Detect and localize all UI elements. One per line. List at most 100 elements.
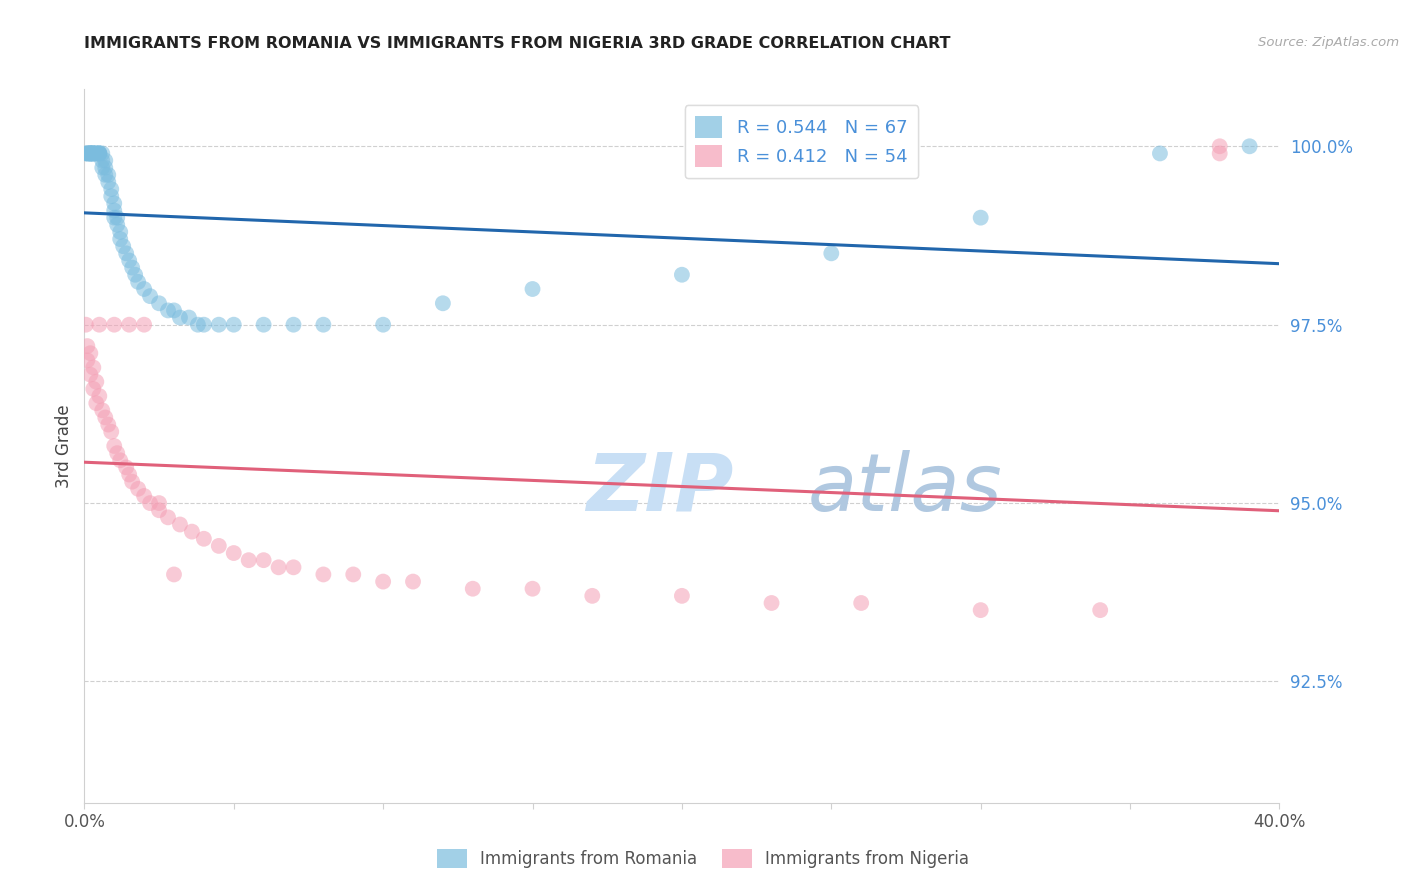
Point	[312, 318, 335, 332]
Point	[851, 596, 873, 610]
Point	[105, 446, 128, 460]
Point	[112, 239, 135, 253]
Point	[79, 368, 101, 382]
Point	[91, 161, 114, 175]
Point	[283, 318, 305, 332]
Point	[283, 560, 305, 574]
Point	[118, 318, 141, 332]
Point	[91, 153, 114, 168]
Point	[105, 211, 128, 225]
Point	[82, 146, 104, 161]
Point	[86, 146, 108, 161]
Point	[91, 403, 114, 417]
Point	[148, 296, 170, 310]
Text: IMMIGRANTS FROM ROMANIA VS IMMIGRANTS FROM NIGERIA 3RD GRADE CORRELATION CHART: IMMIGRANTS FROM ROMANIA VS IMMIGRANTS FR…	[84, 36, 950, 51]
Point	[373, 574, 395, 589]
Point	[76, 146, 98, 161]
Text: Source: ZipAtlas.com: Source: ZipAtlas.com	[1258, 36, 1399, 49]
Point	[1149, 146, 1171, 161]
Point	[139, 496, 162, 510]
Point	[121, 475, 143, 489]
Point	[193, 318, 215, 332]
Point	[79, 346, 101, 360]
Point	[222, 318, 245, 332]
Point	[82, 146, 104, 161]
Point	[110, 232, 132, 246]
Text: ZIP: ZIP	[586, 450, 734, 528]
Point	[89, 146, 111, 161]
Point	[522, 282, 544, 296]
Point	[222, 546, 245, 560]
Point	[86, 396, 108, 410]
Point	[79, 146, 101, 161]
Point	[187, 318, 209, 332]
Point	[127, 482, 149, 496]
Point	[100, 189, 122, 203]
Point	[238, 553, 260, 567]
Point	[121, 260, 143, 275]
Point	[79, 146, 101, 161]
Point	[76, 339, 98, 353]
Point	[148, 496, 170, 510]
Point	[82, 146, 104, 161]
Point	[89, 146, 111, 161]
Point	[91, 146, 114, 161]
Point	[267, 560, 290, 574]
Point	[79, 146, 101, 161]
Point	[132, 489, 156, 503]
Point	[100, 182, 122, 196]
Point	[94, 410, 117, 425]
Point	[79, 146, 101, 161]
Point	[157, 303, 180, 318]
Legend: Immigrants from Romania, Immigrants from Nigeria: Immigrants from Romania, Immigrants from…	[430, 842, 976, 875]
Point	[253, 318, 276, 332]
Point	[103, 318, 125, 332]
Point	[76, 353, 98, 368]
Point	[522, 582, 544, 596]
Point	[97, 168, 120, 182]
Point	[94, 168, 117, 182]
Point	[373, 318, 395, 332]
Point	[118, 253, 141, 268]
Point	[103, 196, 125, 211]
Point	[139, 289, 162, 303]
Point	[671, 268, 693, 282]
Point	[76, 146, 98, 161]
Point	[82, 146, 104, 161]
Point	[75, 146, 97, 161]
Point	[1209, 146, 1232, 161]
Point	[75, 318, 97, 332]
Point	[342, 567, 364, 582]
Point	[79, 146, 101, 161]
Point	[193, 532, 215, 546]
Point	[432, 296, 454, 310]
Point	[402, 574, 425, 589]
Point	[110, 225, 132, 239]
Point	[97, 417, 120, 432]
Point	[157, 510, 180, 524]
Point	[671, 589, 693, 603]
Point	[127, 275, 149, 289]
Point	[312, 567, 335, 582]
Point	[177, 310, 200, 325]
Text: atlas: atlas	[807, 450, 1002, 528]
Point	[118, 467, 141, 482]
Point	[103, 203, 125, 218]
Y-axis label: 3rd Grade: 3rd Grade	[55, 404, 73, 488]
Point	[89, 146, 111, 161]
Point	[124, 268, 146, 282]
Point	[1239, 139, 1261, 153]
Point	[761, 596, 783, 610]
Point	[105, 218, 128, 232]
Point	[115, 246, 138, 260]
Point	[1209, 139, 1232, 153]
Point	[86, 375, 108, 389]
Point	[208, 318, 231, 332]
Point	[132, 318, 156, 332]
Point	[148, 503, 170, 517]
Point	[86, 146, 108, 161]
Point	[82, 382, 104, 396]
Point	[110, 453, 132, 467]
Point	[103, 439, 125, 453]
Point	[100, 425, 122, 439]
